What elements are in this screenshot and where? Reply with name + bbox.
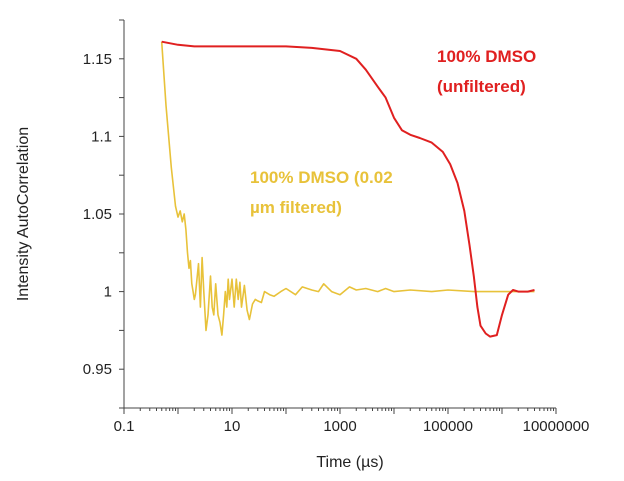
x-tick-label: 0.1 [114, 418, 135, 435]
y-ticks: 0.95 1 1.05 1.1 1.15 [83, 19, 124, 409]
y-tick-label: 1 [104, 284, 112, 301]
annotation-filtered: 100% DMSO (0.02 µm filtered) [250, 168, 397, 217]
y-axis-title: Intensity AutoCorrelation [15, 127, 32, 301]
annotation-unfiltered-line-2: (unfiltered) [437, 77, 526, 96]
series-line-filtered [160, 41, 535, 336]
annotation-filtered-line-2: µm filtered) [250, 198, 342, 217]
x-tick-label: 10000000 [523, 418, 590, 435]
y-tick-label: 1.15 [83, 51, 112, 68]
y-tick-label: 1.05 [83, 206, 112, 223]
y-tick-label: 0.95 [83, 361, 112, 378]
annotation-unfiltered-line-1: 100% DMSO [437, 47, 536, 66]
x-tick-label: 10 [224, 418, 241, 435]
series-layer [160, 40, 535, 338]
series-line-unfiltered [161, 40, 535, 338]
annotation-filtered-line-1: 100% DMSO (0.02 [250, 168, 393, 187]
annotation-unfiltered: 100% DMSO (unfiltered) [437, 47, 541, 96]
x-axis-title: Time (µs) [316, 454, 383, 471]
y-tick-label: 1.1 [91, 128, 112, 145]
x-tick-label: 1000 [323, 418, 356, 435]
x-tick-label: 100000 [423, 418, 473, 435]
x-ticks: 0.1 10 1000 100000 10000000 [114, 408, 590, 435]
